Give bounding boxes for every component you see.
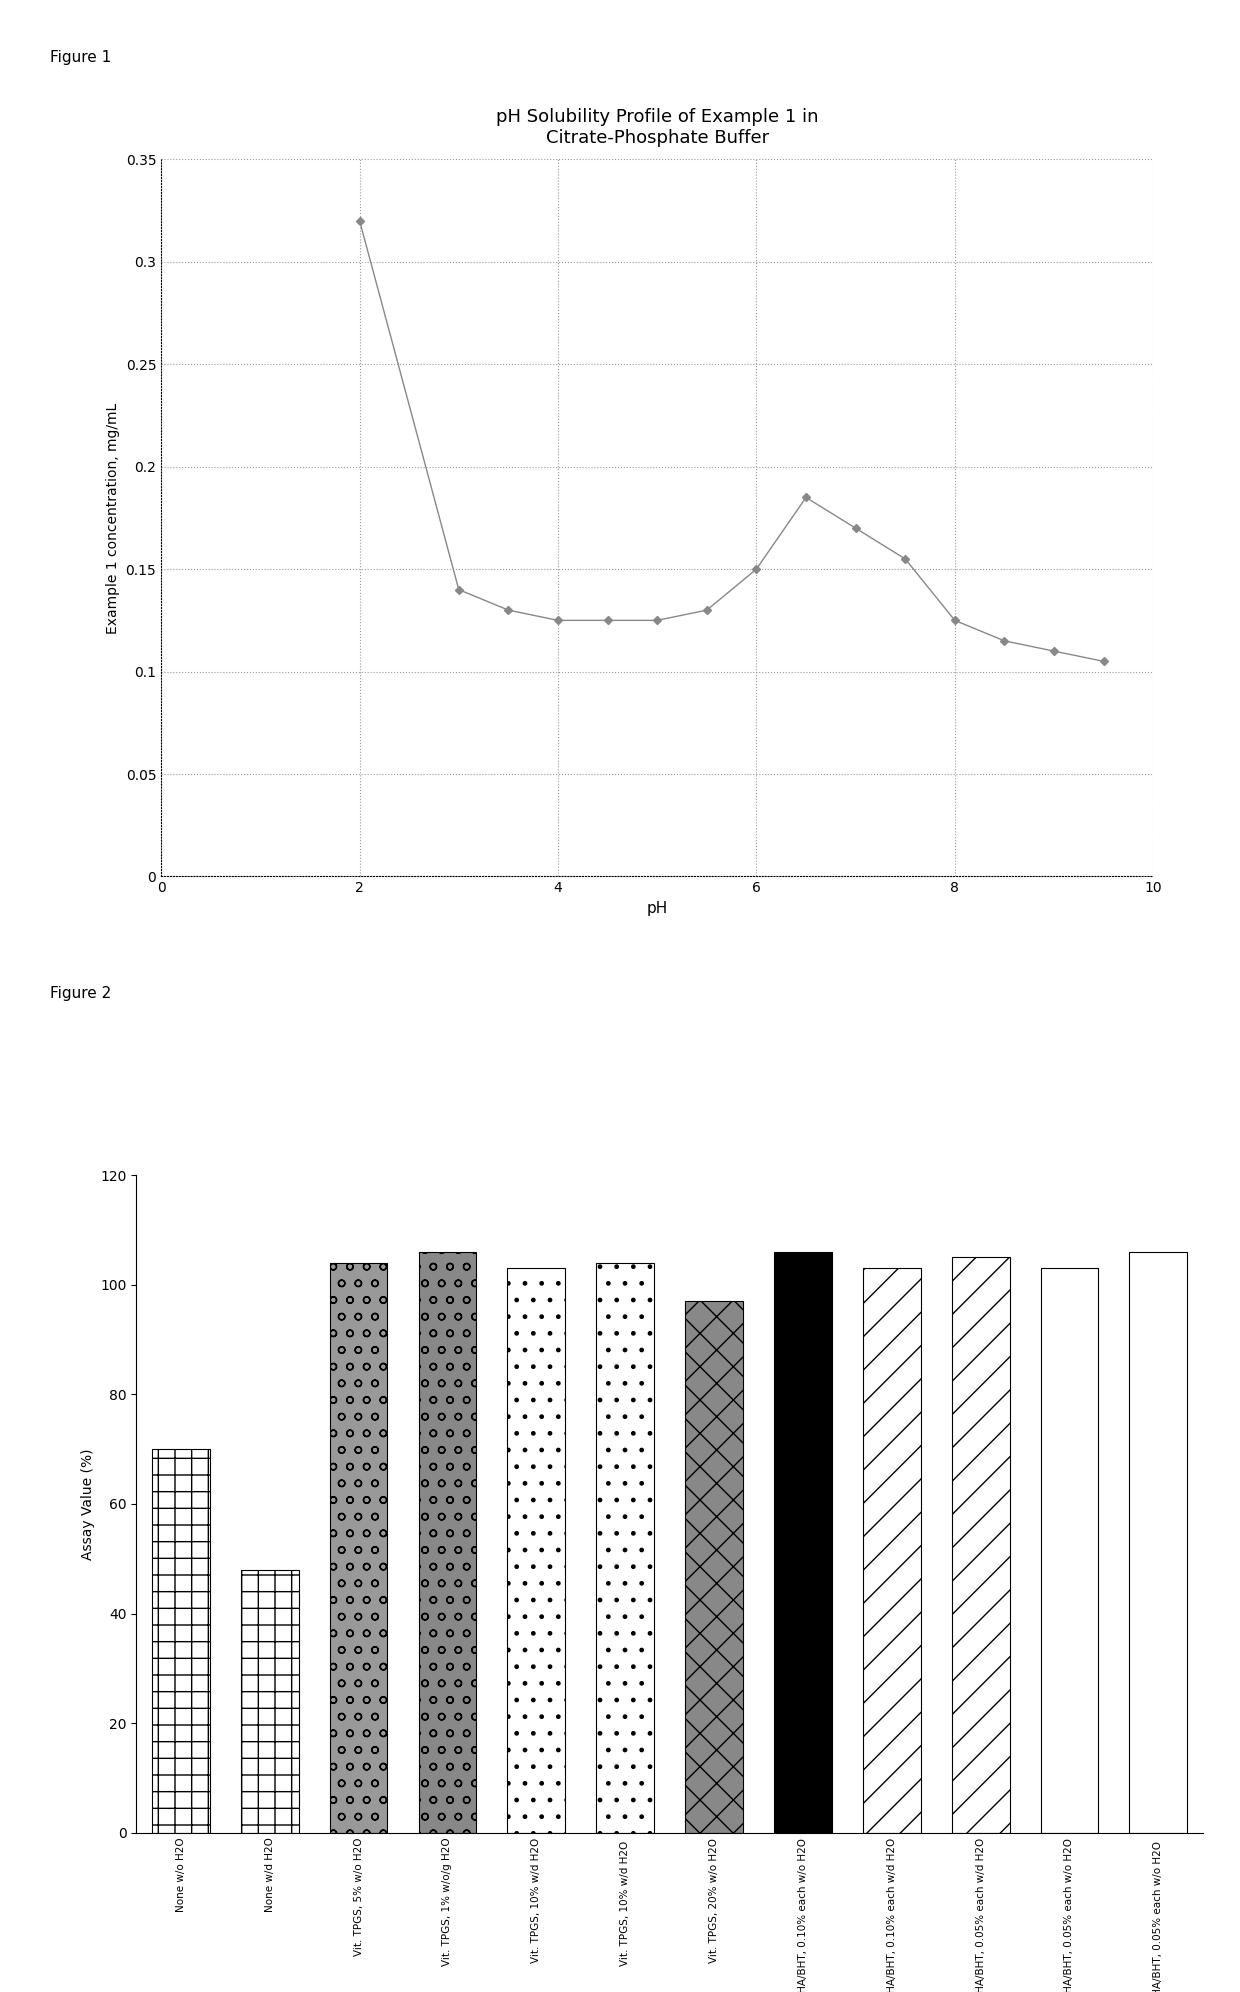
- Bar: [241, 1570, 299, 1833]
- Bar: [153, 1450, 210, 1833]
- Bar: [863, 1269, 920, 1833]
- Bar: [330, 1263, 387, 1833]
- Text: Figure 1: Figure 1: [50, 50, 110, 66]
- Bar: [419, 1251, 476, 1833]
- Title: pH Solubility Profile of Example 1 in
Citrate-Phosphate Buffer: pH Solubility Profile of Example 1 in Ci…: [496, 108, 818, 147]
- Bar: [596, 1263, 653, 1833]
- Bar: [774, 1251, 832, 1833]
- Bar: [1130, 1251, 1187, 1833]
- Text: Figure 2: Figure 2: [50, 986, 110, 1002]
- Y-axis label: Assay Value (%): Assay Value (%): [81, 1448, 94, 1560]
- Bar: [952, 1257, 1009, 1833]
- Bar: [1040, 1269, 1099, 1833]
- X-axis label: pH: pH: [646, 900, 668, 916]
- Y-axis label: Example 1 concentration, mg/mL: Example 1 concentration, mg/mL: [107, 402, 120, 633]
- Bar: [507, 1269, 565, 1833]
- Bar: [686, 1301, 743, 1833]
